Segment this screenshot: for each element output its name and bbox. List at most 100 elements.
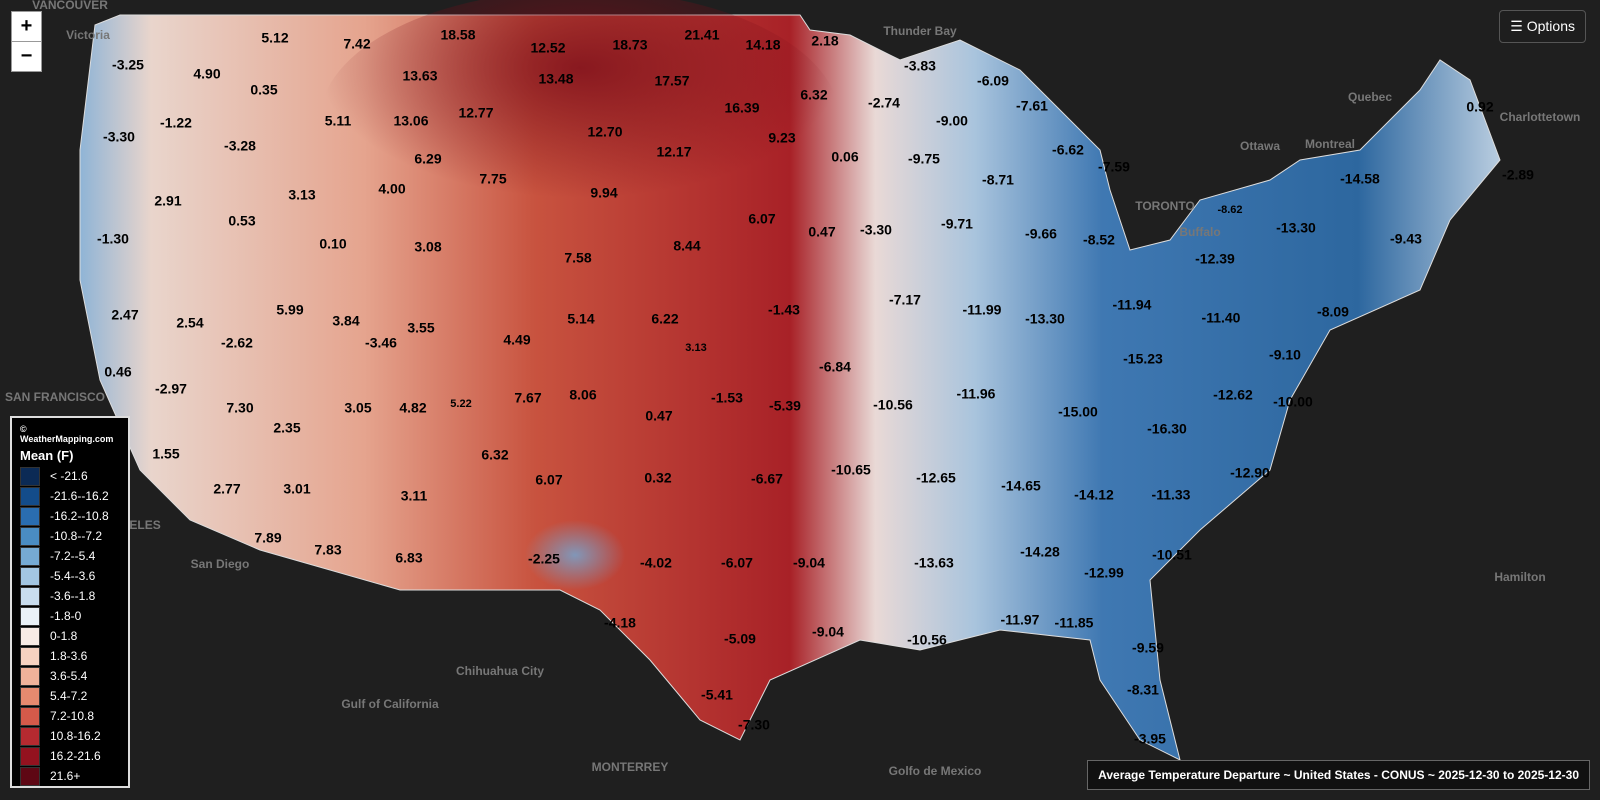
map-title: Average Temperature Departure ~ United S… [1087,760,1590,790]
legend-entry: -3.6--1.8 [20,586,120,606]
station-value: -14.65 [1001,478,1041,494]
legend-label: -1.8-0 [50,609,82,623]
station-value: 0.06 [831,149,858,165]
station-value: 2.91 [154,193,181,209]
station-value: 13.63 [402,68,437,84]
station-value: -7.61 [1016,98,1048,114]
station-value: 18.58 [440,27,475,43]
station-value: -10.51 [1152,547,1192,563]
station-value: 4.82 [399,400,426,416]
station-value: 0.47 [645,408,672,424]
legend-label: 7.2-10.8 [50,709,95,723]
station-value: -10.56 [873,397,913,413]
station-value: 8.06 [569,387,596,403]
station-value: 2.35 [273,420,300,436]
station-value: -12.39 [1195,251,1235,267]
station-value: -3.83 [904,58,936,74]
zoom-out[interactable]: − [11,41,42,72]
station-value: -12.65 [916,470,956,486]
station-value: 7.89 [254,530,281,546]
station-value: -2.74 [868,95,900,111]
station-value: 7.83 [314,542,341,558]
station-value: -1.53 [711,390,743,406]
legend-swatch [20,726,40,746]
station-value: 7.30 [226,400,253,416]
station-value: 3.13 [288,187,315,203]
station-value: 0.10 [319,236,346,252]
legend-label: 5.4-7.2 [50,689,88,703]
station-value: -5.39 [769,398,801,414]
station-value: -11.97 [1001,612,1040,628]
legend-entry: 7.2-10.8 [20,706,120,726]
station-value: 0.47 [808,224,835,240]
station-value: 2.77 [213,481,240,497]
station-value: -15.00 [1058,404,1098,420]
legend-label: 16.2-21.6 [50,749,101,763]
station-value: -12.62 [1213,387,1253,403]
legend-entry: -1.8-0 [20,606,120,626]
station-value: -11.96 [957,386,996,402]
station-value: -9.71 [941,216,973,232]
station-value: 12.52 [530,40,565,56]
station-value: -10.65 [831,462,871,478]
station-value: 6.29 [414,151,441,167]
station-value: 6.83 [395,550,422,566]
place-label: Charlottetown [1500,110,1581,124]
station-value: -6.07 [721,555,753,571]
station-value: 4.90 [193,66,220,82]
station-value: -9.00 [936,113,968,129]
zoom-in[interactable]: + [11,11,42,42]
station-value: 13.48 [538,71,573,87]
station-value: -12.90 [1230,465,1270,481]
station-value: -10.56 [907,632,947,648]
station-value: 3.05 [344,400,371,416]
station-value: 5.12 [261,30,288,46]
station-value: -12.99 [1084,565,1124,581]
legend-label: -7.2--5.4 [50,549,96,563]
legend-label: 3.6-5.4 [50,669,88,683]
station-value: -4.18 [604,615,636,631]
station-value: -2.62 [221,335,253,351]
station-value: -8.31 [1127,682,1159,698]
legend-label: -21.6--16.2 [50,489,109,503]
legend-swatch [20,766,40,786]
station-value: -9.04 [793,555,825,571]
station-value: -9.75 [908,151,940,167]
station-value: 6.32 [481,447,508,463]
station-value: -3.30 [860,222,892,238]
station-value: 9.23 [768,130,795,146]
legend-swatch [20,506,40,526]
station-value: 0.53 [228,213,255,229]
station-value: 6.07 [748,211,775,227]
station-value: 6.32 [800,87,827,103]
station-value: -13.30 [1276,220,1316,236]
station-value: 7.67 [514,390,541,406]
station-value: -15.23 [1123,351,1163,367]
station-value: -6.84 [819,359,851,375]
legend-entry: -21.6--16.2 [20,486,120,506]
station-value: -1.22 [160,115,192,131]
station-value: 7.75 [479,171,506,187]
legend-swatch [20,526,40,546]
station-value: 2.47 [111,307,138,323]
station-value: -3.28 [224,138,256,154]
station-value: 5.99 [276,302,303,318]
station-value: -2.89 [1502,167,1534,183]
legend-label: 1.8-3.6 [50,649,88,663]
station-value: 0.35 [250,82,277,98]
legend-entry: 1.8-3.6 [20,646,120,666]
legend-entry: 3.6-5.4 [20,666,120,686]
station-value: 12.17 [656,144,691,160]
station-value: -7.30 [738,717,770,733]
cool-spot [525,520,625,590]
station-value: 3.55 [407,320,434,336]
legend-swatch [20,666,40,686]
options-button[interactable]: ☰ Options [1499,10,1586,43]
legend-swatch [20,686,40,706]
station-value: -11.85 [1055,615,1094,631]
station-value: 3.84 [332,313,359,329]
station-value: 0.46 [104,364,131,380]
station-value: -8.09 [1317,304,1349,320]
station-value: -6.09 [977,73,1009,89]
